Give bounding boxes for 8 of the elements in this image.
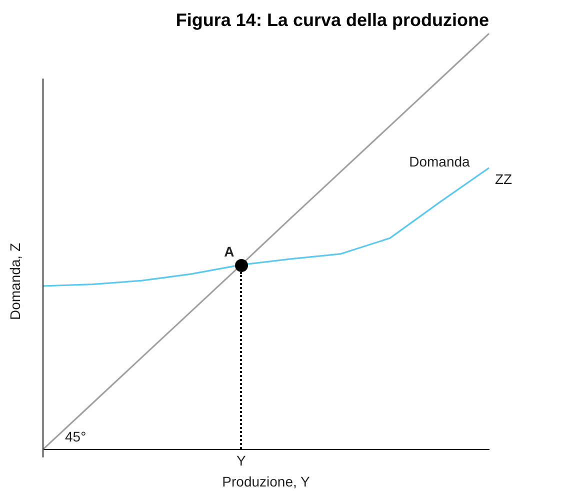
series-label: ZZ (495, 170, 513, 187)
annotation: A (224, 244, 234, 260)
text: Y (236, 452, 247, 468)
x-axis-title: Produzione, Y (222, 473, 310, 490)
chart-title: Figura 14: La curva della produzione (176, 10, 489, 30)
y-axis-title: Domanda, Z (6, 242, 23, 320)
annotation: 45° (65, 428, 86, 444)
annotation: Domanda (409, 153, 470, 170)
